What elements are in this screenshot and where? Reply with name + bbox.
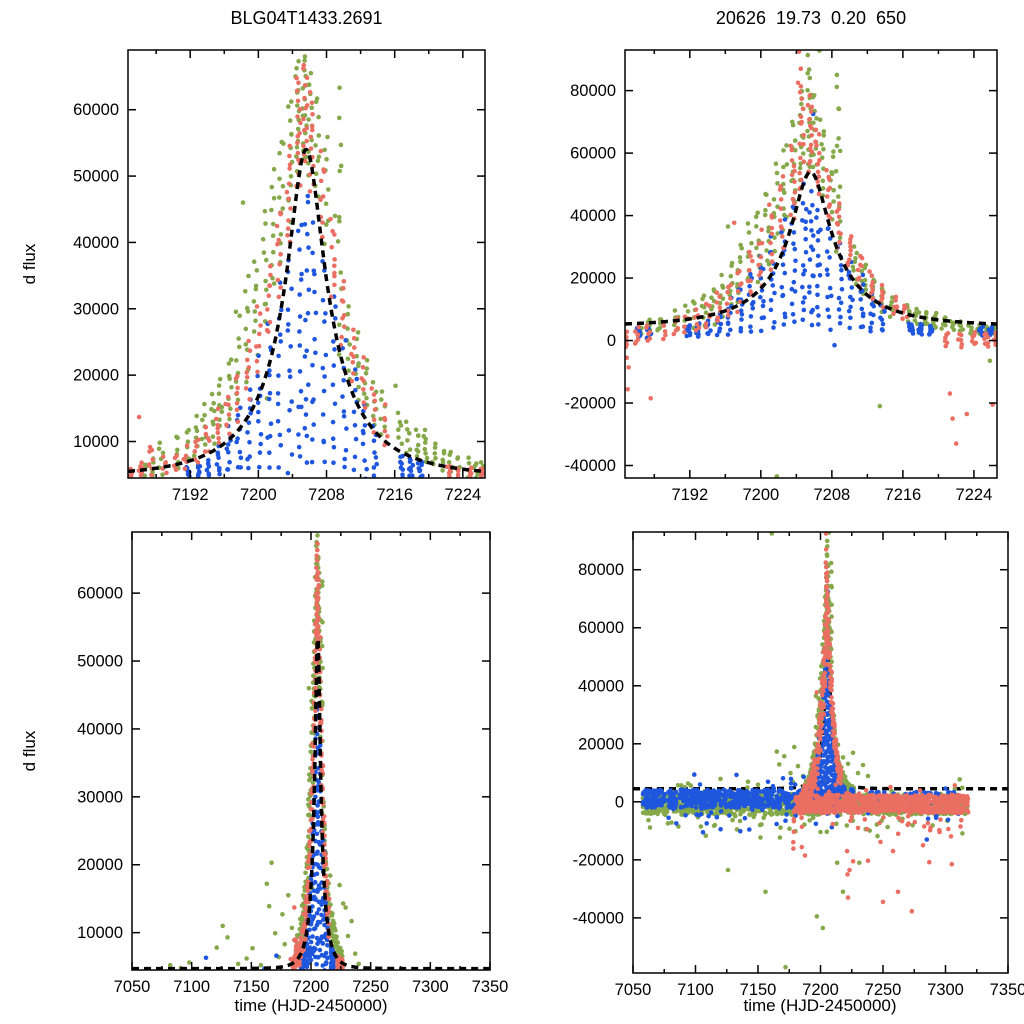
model-curve-dashed [132,633,490,970]
svg-text:7200: 7200 [742,486,779,504]
svg-text:7150: 7150 [233,978,270,996]
svg-text:20000: 20000 [73,367,119,385]
svg-text:7224: 7224 [444,486,481,504]
svg-text:50000: 50000 [77,653,123,671]
axis-frame [127,49,486,479]
svg-text:7050: 7050 [114,978,151,996]
svg-text:80000: 80000 [570,82,616,100]
svg-text:60000: 60000 [73,101,119,119]
svg-text:7216: 7216 [885,486,922,504]
plot-area [128,54,485,478]
y-axis-label-bottom: d flux [20,730,39,772]
scatter-panel-bottom-left: 7050 7100 7150 7200 7250 7300 7350 10000 20000 30… [77,531,508,996]
svg-text:20000: 20000 [77,856,123,874]
scatter-points-red [625,50,997,446]
x-axis-label-bottom-left: time (HJD-2450000) [234,996,388,1015]
tick-labels: 7050 7100 7150 7200 7250 7300 7350-40000-20000… [573,561,1024,999]
scatter-points-red [288,541,345,970]
svg-text:30000: 30000 [77,788,123,806]
axis-frame [131,531,491,971]
svg-text:7224: 7224 [956,486,993,504]
scatter-points-green [640,532,970,970]
svg-text:0: 0 [607,332,616,350]
svg-text:-20000: -20000 [565,395,616,413]
svg-text:60000: 60000 [77,585,123,603]
svg-text:7200: 7200 [240,486,277,504]
svg-text:10000: 10000 [73,433,119,451]
scatter-points-green [167,533,362,970]
svg-text:40000: 40000 [73,234,119,252]
scatter-panel-bottom-right: 7050 7100 7150 7200 7250 7300 7350-40000-20000… [573,531,1024,999]
scatter-points-red [791,532,971,914]
svg-text:30000: 30000 [73,300,119,318]
svg-text:40000: 40000 [77,720,123,738]
svg-text:7200: 7200 [293,978,330,996]
svg-text:10000: 10000 [77,924,123,942]
svg-text:20000: 20000 [570,270,616,288]
plot-title-left: BLG04T1433.2691 [230,8,383,28]
svg-text:40000: 40000 [570,207,616,225]
scatter-panel-top-left: 7192 7200 7208 7216 7224 10000 20000 30000 40000… [73,49,486,504]
svg-text:7350: 7350 [472,978,509,996]
axis-frame [624,49,998,479]
svg-text:50000: 50000 [73,168,119,186]
plot-area [625,50,997,478]
model-curve-dashed [128,147,485,474]
plot-area [633,532,1008,970]
svg-text:7208: 7208 [814,486,851,504]
scatter-points-green [141,54,485,478]
svg-text:7250: 7250 [352,978,389,996]
svg-text:7208: 7208 [308,486,345,504]
tick-labels: 7192 7200 7208 7216 7224 -40000 -20000 0 20000 40… [565,82,993,504]
y-axis-label-top: d flux [20,243,39,285]
svg-text:7216: 7216 [376,486,413,504]
svg-text:7100: 7100 [173,978,210,996]
tick-labels: 7192 7200 7208 7216 7224 10000 20000 30000 40000… [73,101,481,504]
x-axis-label-bottom-right: time (HJD-2450000) [743,996,897,1015]
scatter-panel-top-right: 7192 7200 7208 7216 7224 -40000 -20000 0 20000 40… [565,49,998,504]
plot-title-right: 20626 19.73 0.20 650 [715,8,907,28]
scatter-points-blue [203,679,337,970]
svg-text:7192: 7192 [671,486,708,504]
svg-text:60000: 60000 [570,145,616,163]
svg-text:7192: 7192 [172,486,209,504]
tick-labels: 7050 7100 7150 7200 7250 7300 7350 10000 20000 30… [77,585,508,996]
svg-text:-40000: -40000 [565,457,616,475]
model-curve-dashed [625,170,997,326]
svg-text:7300: 7300 [412,978,449,996]
axis-frame [632,531,1009,974]
plot-area [132,533,490,970]
